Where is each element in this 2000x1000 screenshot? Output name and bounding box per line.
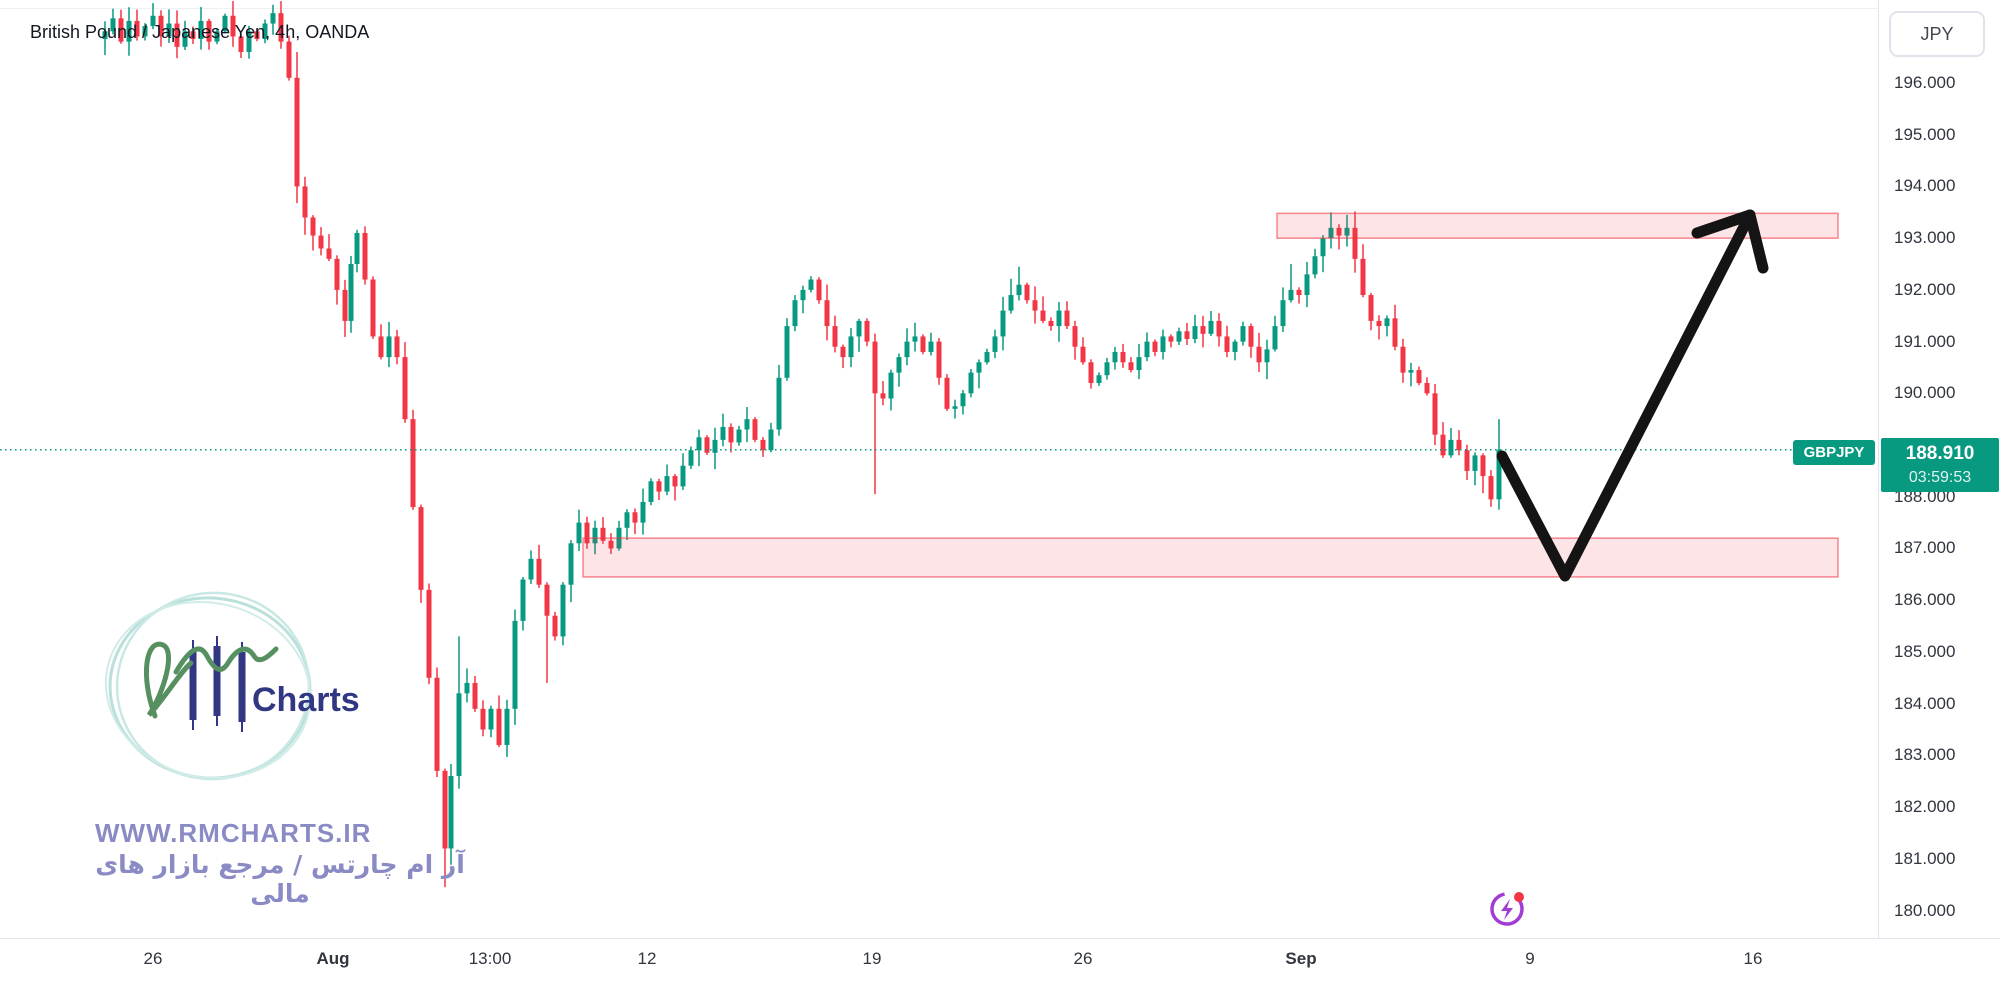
- price-tick-label: 184.000: [1894, 693, 1956, 713]
- candlestick-series: [102, 0, 1502, 888]
- flash-event-icon[interactable]: [1486, 888, 1528, 930]
- time-tick-label: 26: [1073, 949, 1093, 968]
- logo-rm-script: [143, 641, 279, 719]
- symbol-price-tag[interactable]: GBPJPY: [1793, 440, 1875, 465]
- top-divider: [0, 8, 2000, 9]
- time-tick-label: Sep: [1285, 949, 1317, 968]
- brand-watermark-logo: Charts: [104, 591, 360, 781]
- currency-toggle-button[interactable]: JPY: [1889, 11, 1985, 57]
- logo-circle-sketch: [104, 600, 312, 780]
- last-price-badge[interactable]: 188.910 03:59:53: [1881, 438, 1999, 492]
- symbol-title[interactable]: British Pound / Japanese Yen, 4h, OANDA: [30, 22, 370, 42]
- time-axis[interactable]: 26 Aug 13:00 12 19 26 Sep 9 16: [0, 938, 2000, 1000]
- price-tick-label: 186.000: [1894, 590, 1956, 610]
- time-tick-label: 19: [862, 949, 882, 968]
- time-tick-label: 12: [637, 949, 657, 968]
- time-tick-label: 16: [1743, 949, 1763, 968]
- price-tick-label: 181.000: [1894, 848, 1956, 868]
- price-axis[interactable]: JPY 196.000 195.000 194.000 193.000 192.000 1…: [1878, 0, 2000, 938]
- watermark-persian-text: آر ام چارتس / مرجع بازار های مالی: [95, 850, 465, 908]
- price-tick-label: 192.000: [1894, 279, 1956, 299]
- projection-arrow-drawing[interactable]: [1496, 209, 1769, 582]
- logo-charts-text: Charts: [252, 681, 360, 719]
- price-tick-label: 185.000: [1894, 641, 1956, 661]
- price-tick-label: 180.000: [1894, 900, 1956, 920]
- time-tick-label: 26: [143, 949, 163, 968]
- price-tick-label: 190.000: [1894, 383, 1956, 403]
- price-tick-label: 196.000: [1894, 73, 1956, 92]
- bar-countdown-timer: 03:59:53: [1908, 469, 1972, 486]
- price-tick-label: 191.000: [1894, 331, 1956, 351]
- time-tick-label: Aug: [316, 949, 350, 968]
- last-price-value: 188.910: [1905, 443, 1975, 464]
- price-tick-label: 182.000: [1894, 797, 1956, 817]
- supply-demand-zones[interactable]: [582, 212, 1839, 578]
- price-tick-label: 194.000: [1894, 176, 1956, 196]
- price-tick-label: 193.000: [1894, 228, 1956, 248]
- time-tick-label: 9: [1525, 949, 1535, 968]
- logo-candle-bars: [189, 636, 246, 732]
- price-tick-label: 183.000: [1894, 745, 1956, 765]
- watermark-url: WWW.RMCHARTS.IR: [95, 818, 372, 848]
- demand-zone[interactable]: [582, 537, 1839, 578]
- price-tick-label: 187.000: [1894, 538, 1956, 558]
- price-tick-label: 195.000: [1894, 124, 1956, 144]
- time-tick-label: 13:00: [468, 949, 512, 968]
